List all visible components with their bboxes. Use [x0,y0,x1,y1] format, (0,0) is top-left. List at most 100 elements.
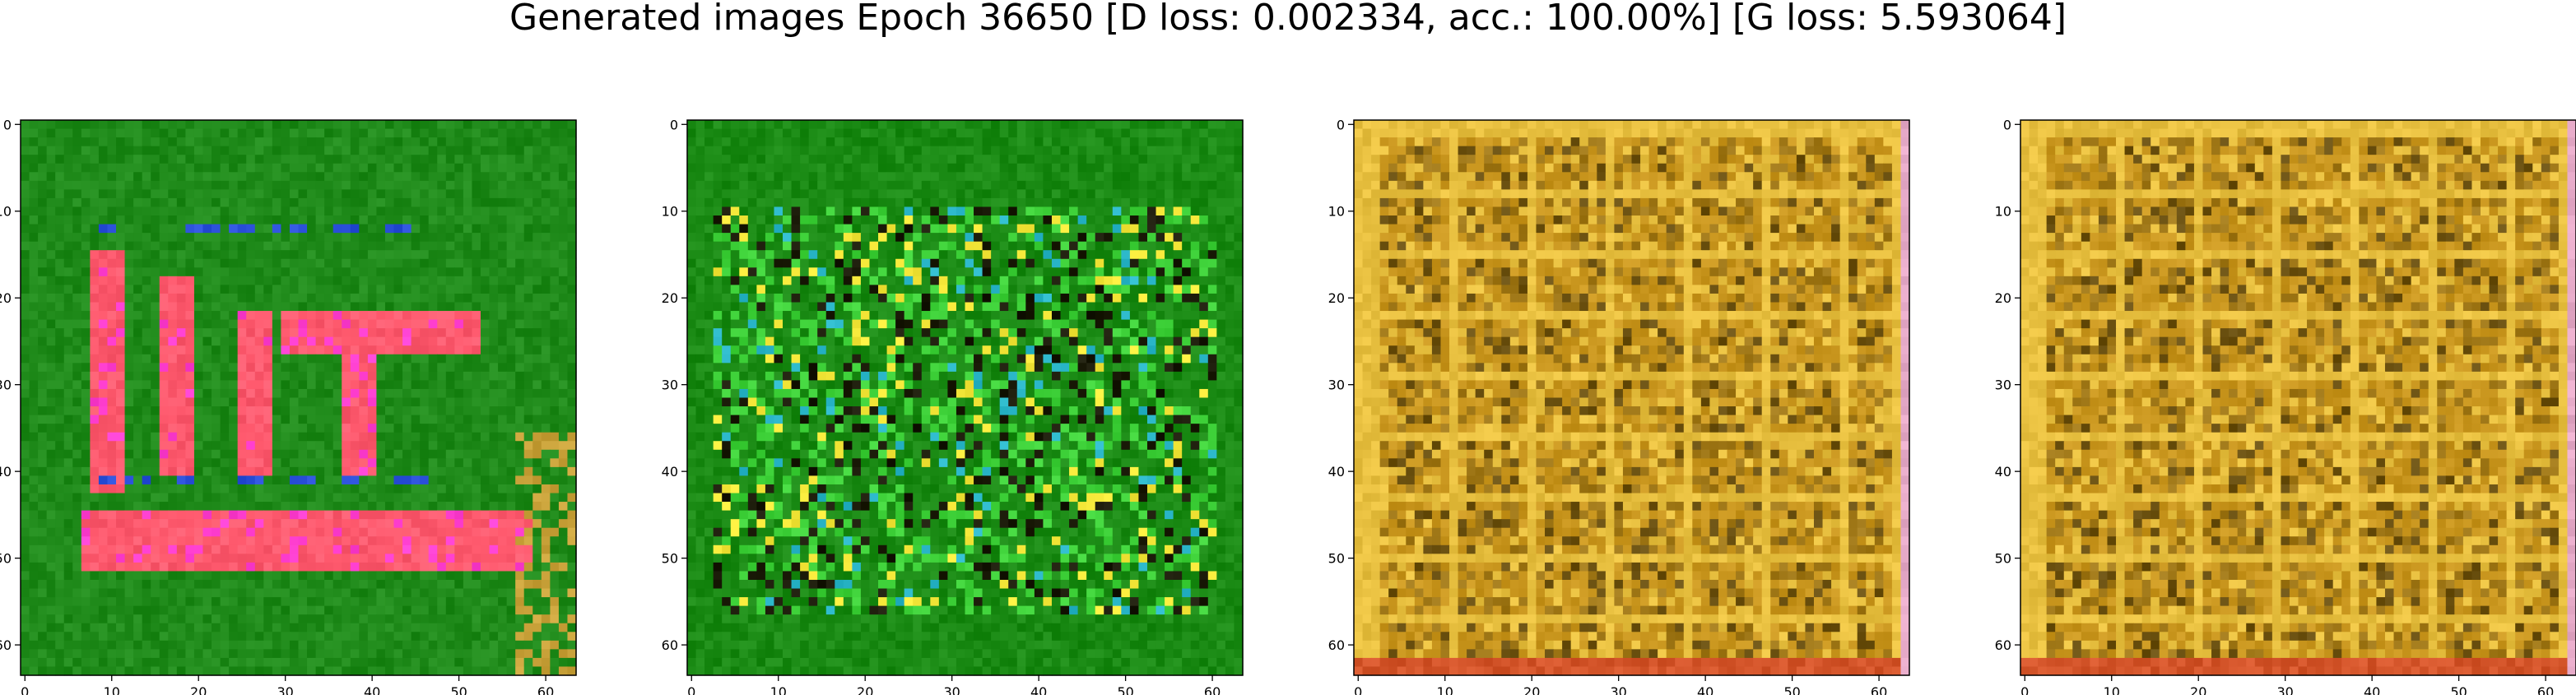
image-pixel [541,640,551,650]
image-pixel [220,544,230,554]
image-pixel [367,519,378,529]
image-pixel [72,258,82,268]
image-pixel [289,666,300,676]
image-pixel [367,544,378,554]
image-pixel [722,180,732,190]
image-pixel [498,380,508,390]
image-pixel [159,579,169,590]
image-pixel [376,519,386,529]
image-pixel [480,544,491,554]
image-pixel [298,328,308,338]
image-pixel [298,163,308,173]
image-pixel [263,449,273,459]
image-pixel [107,137,117,147]
image-pixel [376,155,386,164]
image-pixel [739,197,749,208]
image-pixel [72,285,82,294]
image-pixel [878,197,888,208]
image-pixel [212,172,221,182]
image-pixel [63,302,73,312]
image-pixel [938,206,949,216]
image-pixel [350,163,360,173]
image-pixel [124,128,134,138]
image-pixel [878,206,888,216]
image-pixel [713,172,723,182]
image-pixel [116,293,126,303]
image-pixel [116,623,126,632]
image-pixel [384,536,395,546]
image-pixel [81,397,91,407]
image-pixel [46,336,56,346]
image-pixel [783,189,793,199]
image-pixel [463,319,473,329]
image-pixel [947,180,957,190]
image-pixel [21,562,30,572]
image-pixel [281,328,291,338]
image-pixel [498,449,508,459]
image-pixel [124,406,134,416]
image-pixel [1225,155,1235,164]
image-pixel [46,206,56,216]
image-pixel [359,510,369,520]
image-pixel [124,527,134,537]
image-pixel [1190,128,1200,138]
image-pixel [1095,137,1104,147]
image-pixel [991,189,1001,199]
image-pixel [498,510,508,520]
image-pixel [229,137,239,147]
image-pixel [463,579,473,590]
image-pixel [558,197,569,208]
image-pixel [550,302,560,312]
image-pixel [29,415,39,424]
image-pixel [281,632,291,642]
image-pixel [246,258,256,268]
image-pixel [1225,197,1235,208]
image-pixel [541,632,551,642]
image-pixel [687,180,697,190]
image-pixel [1043,155,1053,164]
image-pixel [281,519,291,529]
image-pixel [974,189,983,199]
image-pixel [272,267,282,277]
image-pixel [747,128,757,138]
image-pixel [63,258,73,268]
image-pixel [29,475,39,485]
image-pixel [428,319,438,329]
image-pixel [107,128,117,138]
image-pixel [151,293,160,303]
image-pixel [1155,189,1165,199]
image-pixel [825,146,835,155]
image-pixel [489,424,499,433]
image-pixel [947,197,957,208]
image-pixel [281,189,291,199]
image-pixel [808,120,818,130]
image-pixel [437,649,447,659]
image-pixel [307,285,317,294]
image-pixel [193,120,204,130]
image-pixel [124,649,134,659]
image-pixel [1182,120,1192,130]
image-pixel [393,172,403,182]
image-pixel [558,146,569,155]
image-pixel [151,241,160,251]
image-pixel [307,657,317,668]
image-pixel [367,502,378,512]
image-pixel [359,493,369,503]
image-pixel [176,502,186,512]
image-pixel [384,241,395,251]
image-pixel [142,155,151,164]
image-pixel [202,233,212,243]
image-pixel [81,354,91,364]
image-pixel [21,128,30,138]
image-pixel [21,206,30,216]
image-pixel [756,189,766,199]
image-pixel [324,319,334,329]
image-pixel [411,562,421,572]
image-pixel [263,484,273,494]
image-pixel [445,233,455,243]
image-pixel [393,614,403,624]
image-pixel [124,293,134,303]
image-pixel [107,155,117,164]
image-pixel [1025,120,1035,130]
image-pixel [454,258,464,268]
